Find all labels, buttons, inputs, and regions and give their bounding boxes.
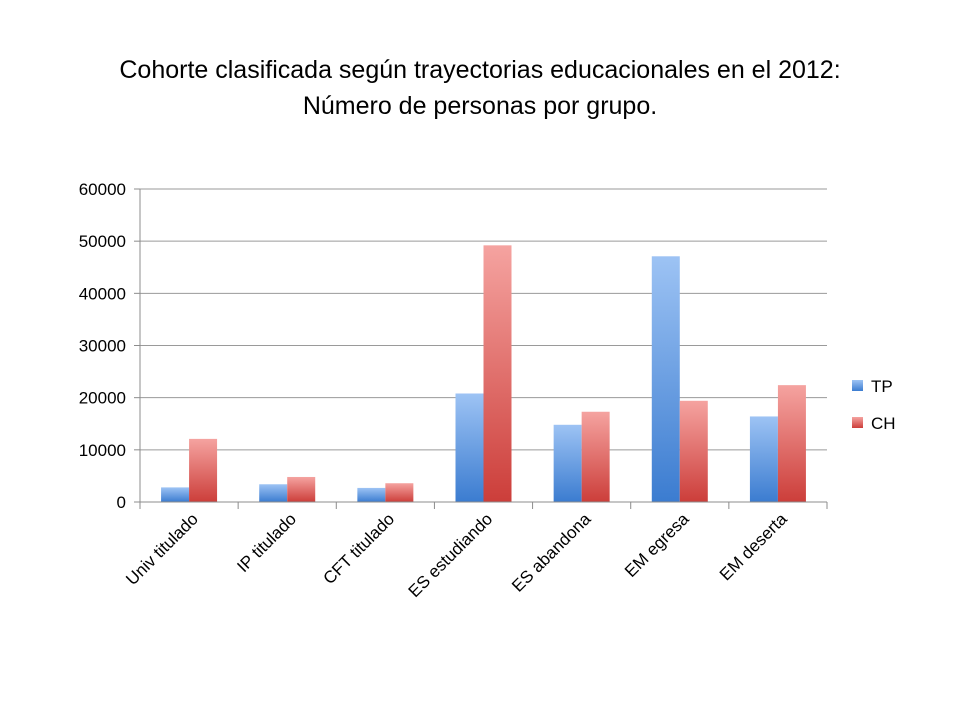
y-tick-label: 60000 <box>79 180 126 199</box>
bars <box>161 245 806 502</box>
x-category-label: ES abandona <box>508 509 595 596</box>
y-tick-label: 30000 <box>79 337 126 356</box>
x-category-label: ES estudiando <box>405 509 497 601</box>
bar-tp-6 <box>749 416 778 502</box>
legend-label-tp: TP <box>871 377 893 396</box>
chart-title-line-2: Número de personas por grupo. <box>302 92 658 120</box>
bar-ch-3 <box>483 245 512 502</box>
x-axis: Univ titulado IP titulado CFT titulado ES e… <box>122 501 828 601</box>
x-category-label: CFT titulado <box>319 509 398 588</box>
x-category-label: Univ titulado <box>122 509 202 589</box>
bar-ch-1 <box>287 476 316 502</box>
y-tick-label: 20000 <box>79 389 126 408</box>
x-category-label: EM deserta <box>716 509 791 584</box>
bar-tp-4 <box>553 424 582 502</box>
chart-title-line-1: Cohorte clasificada según trayectorias e… <box>119 56 841 84</box>
chart-title: Cohorte clasificada según trayectorias e… <box>0 52 960 124</box>
legend-swatch-ch <box>852 417 863 428</box>
y-axis: 0 10000 20000 30000 40000 50000 60000 <box>79 180 141 512</box>
legend: TP CH <box>852 377 896 433</box>
bar-ch-0 <box>189 438 218 502</box>
bar-tp-5 <box>651 256 680 502</box>
y-tick-label: 50000 <box>79 232 126 251</box>
x-category-label: EM egresa <box>621 509 693 581</box>
bar-tp-2 <box>357 487 386 502</box>
bar-tp-0 <box>161 487 190 502</box>
bar-ch-2 <box>385 483 414 502</box>
y-tick-label: 40000 <box>79 284 126 303</box>
bar-ch-6 <box>777 385 806 502</box>
legend-swatch-tp <box>852 380 863 391</box>
y-tick-label: 10000 <box>79 441 126 460</box>
y-tick-label: 0 <box>117 493 126 512</box>
bar-tp-3 <box>455 393 484 502</box>
bar-ch-4 <box>581 411 610 502</box>
legend-label-ch: CH <box>871 414 896 433</box>
x-category-label: IP titulado <box>233 509 300 576</box>
bar-tp-1 <box>259 484 288 502</box>
bar-ch-5 <box>679 400 708 502</box>
